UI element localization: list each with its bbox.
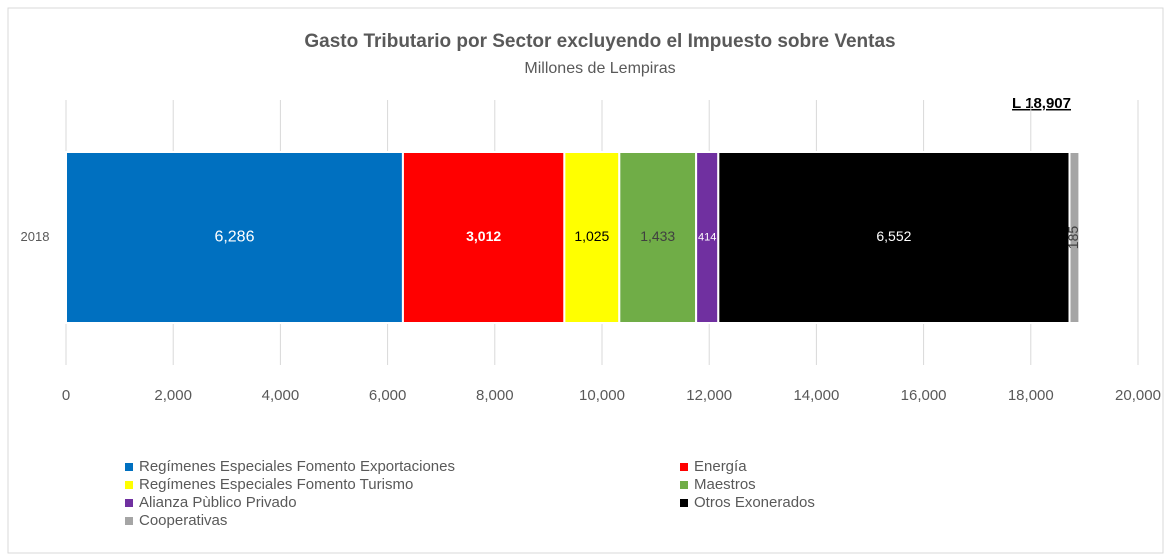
bar-segment	[717, 151, 1071, 324]
legend-marker	[125, 517, 133, 525]
chart-subtitle: Millones de Lempiras	[524, 60, 675, 77]
legend-label: Energía	[694, 458, 747, 475]
x-tick-label: 10,000	[579, 387, 625, 404]
x-tick-label: 18,000	[1008, 387, 1054, 404]
data-label: 3,012	[466, 228, 501, 244]
data-label: 1,025	[574, 228, 609, 244]
data-label: 6,286	[214, 229, 254, 246]
legend-label: Maestros	[694, 476, 756, 493]
x-tick-label: 16,000	[901, 387, 947, 404]
x-tick-label: 6,000	[369, 387, 407, 404]
legend-label: Regímenes Especiales Fomento Exportacion…	[139, 458, 455, 475]
legend-marker	[680, 481, 688, 489]
bar-segment	[618, 151, 698, 324]
data-label: 6,552	[876, 228, 911, 244]
legend-marker	[125, 499, 133, 507]
legend-marker	[125, 481, 133, 489]
legend-label: Otros Exonerados	[694, 494, 815, 511]
data-label: 1,433	[640, 228, 675, 244]
x-tick-label: 2,000	[154, 387, 192, 404]
legend-label: Regímenes Especiales Fomento Turismo	[139, 476, 413, 493]
legend-label: Alianza Pùblico Privado	[139, 494, 297, 511]
total-annotation: L 18,907	[1012, 95, 1071, 112]
bar-segment	[401, 151, 566, 324]
legend-marker	[125, 463, 133, 471]
x-tick-label: 8,000	[476, 387, 514, 404]
legend-marker	[680, 499, 688, 507]
x-tick-label: 12,000	[686, 387, 732, 404]
legend-marker	[680, 463, 688, 471]
x-tick-label: 20,000	[1115, 387, 1161, 404]
bar-segment	[563, 151, 621, 324]
data-label: 414	[698, 231, 716, 243]
data-label: 185	[1065, 226, 1081, 250]
bar-segment	[65, 151, 404, 324]
x-tick-label: 0	[62, 387, 70, 404]
bar-segment	[1068, 151, 1081, 324]
chart-title: Gasto Tributario por Sector excluyendo e…	[304, 31, 895, 52]
legend-label: Cooperativas	[139, 512, 227, 529]
x-tick-label: 4,000	[262, 387, 300, 404]
y-tick-label: 2018	[21, 229, 50, 244]
x-tick-label: 14,000	[793, 387, 839, 404]
